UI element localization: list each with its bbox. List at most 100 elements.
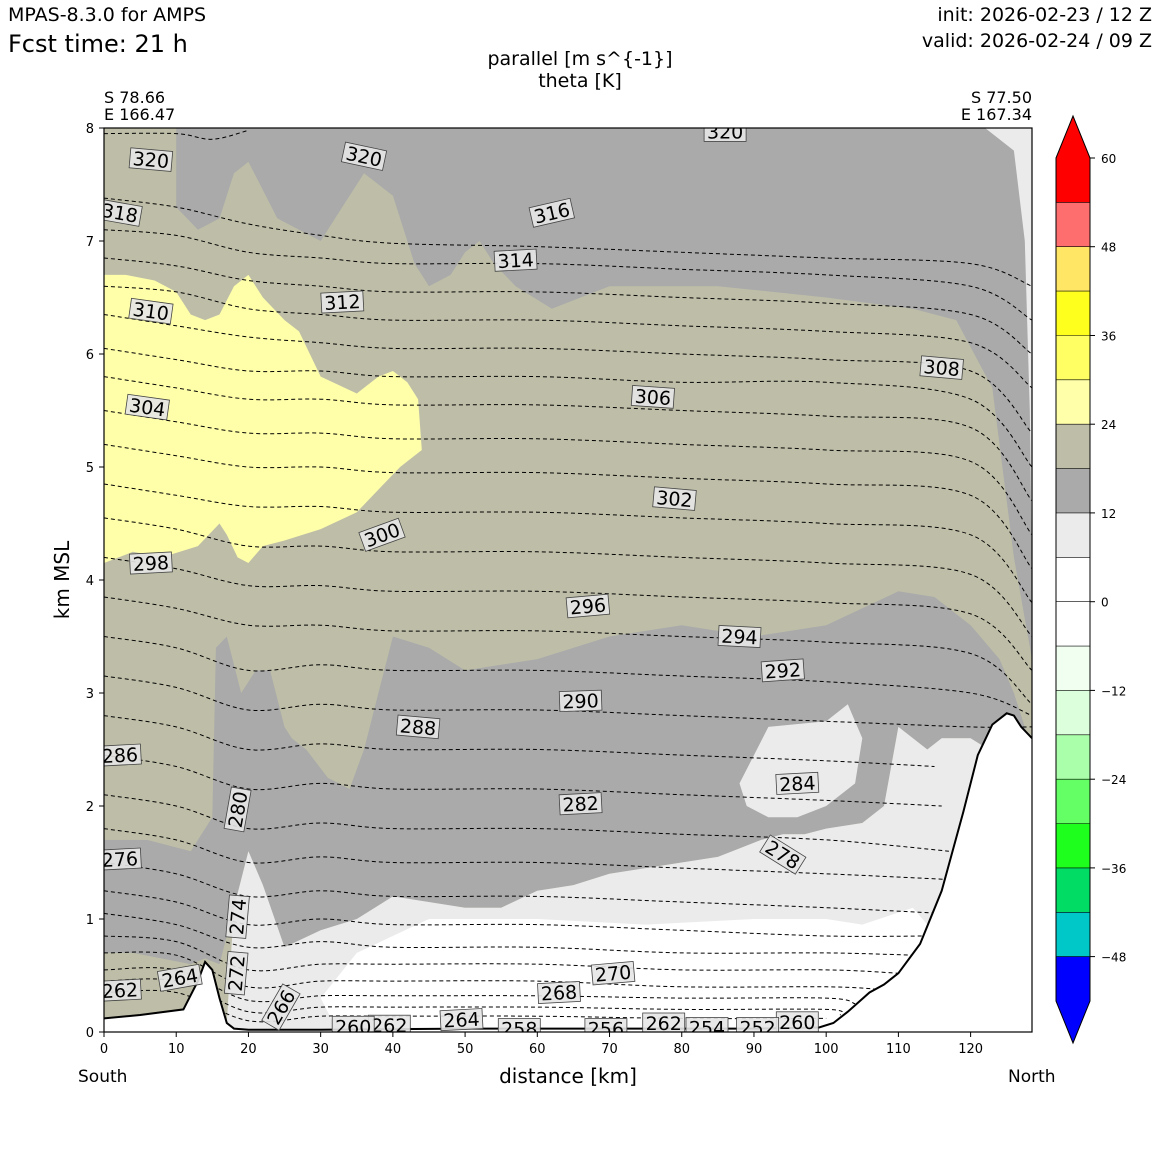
right-endpoint-lat: S 77.50 — [970, 88, 1032, 107]
contour-label-306-9: 306 — [630, 385, 675, 410]
colorbar-swatch-17 — [1056, 912, 1090, 957]
contour-label-286-19: 286 — [101, 743, 142, 768]
contour-label-text: 258 — [501, 1019, 537, 1041]
theta-contour-300 — [104, 483, 1032, 603]
contour-label-box — [558, 792, 603, 816]
contour-label-box — [717, 624, 762, 649]
contour-label-text: 260 — [335, 1016, 371, 1038]
x-tick-label-50: 50 — [457, 1042, 474, 1057]
colorbar-swatch-5 — [1056, 379, 1090, 425]
x-axis-label: distance [km] — [499, 1064, 637, 1088]
colorbar-tick-label-4: 12 — [1101, 507, 1116, 521]
contour-label-box — [104, 743, 142, 767]
contour-label-text: 260 — [779, 1012, 815, 1034]
contour-label-262-33: 262 — [367, 1014, 411, 1037]
contour-label-274-25: 274 — [225, 894, 251, 939]
colorbar-swatch-7 — [1056, 468, 1090, 514]
contour-label-text: 254 — [689, 1018, 725, 1040]
colorbar-under-arrow — [1056, 1001, 1090, 1043]
contour-label-text: 286 — [101, 744, 138, 768]
contour-label-box — [340, 141, 388, 171]
left-endpoint-lat: S 78.66 — [104, 88, 166, 107]
contour-label-294-15: 294 — [717, 624, 762, 649]
theta-contour-302 — [104, 443, 1032, 570]
contour-label-box — [642, 1012, 686, 1032]
colorbar-over-arrow — [1056, 116, 1090, 158]
colorbar-swatch-14 — [1056, 779, 1090, 824]
contour-label-282-21: 282 — [558, 792, 603, 817]
contour-label-text: 284 — [779, 772, 816, 796]
contour-label-254-39: 254 — [685, 1017, 729, 1040]
theta-contour-276 — [104, 912, 913, 956]
contour-label-284-20: 284 — [775, 771, 820, 796]
chart-title: parallel [m s^{-1}] — [487, 48, 673, 70]
contour-label-270-27: 270 — [590, 960, 636, 987]
theta-contour-314 — [104, 257, 1032, 355]
contour-label-box — [630, 385, 675, 409]
contour-label-276-24: 276 — [101, 847, 142, 872]
x-tick-label-60: 60 — [529, 1042, 546, 1057]
contour-label-260-36: 260 — [775, 1011, 819, 1034]
contour-label-256-38: 256 — [584, 1018, 628, 1041]
contour-label-310-7: 310 — [128, 297, 174, 326]
contour-label-box — [128, 147, 174, 172]
y-tick-label-2: 2 — [86, 800, 94, 815]
contour-label-298-13: 298 — [128, 551, 173, 576]
contour-label-box — [537, 980, 581, 1005]
wind-region-gray-upper — [176, 128, 1032, 660]
contour-label-text: 256 — [588, 1019, 624, 1041]
contour-label-text: 292 — [764, 659, 802, 683]
y-tick-label-7: 7 — [86, 235, 94, 250]
x-tick-label-100: 100 — [814, 1042, 839, 1057]
theta-contour-292 — [104, 636, 1032, 717]
contour-label-text: 276 — [101, 848, 138, 872]
colorbar-swatch-18 — [1056, 956, 1090, 1002]
contour-label-text: 262 — [371, 1015, 407, 1037]
contour-label-314-5: 314 — [493, 248, 538, 273]
contour-label-252-40: 252 — [736, 1017, 779, 1032]
theta-contour-272 — [104, 951, 877, 990]
colorbar-swatch-6 — [1056, 424, 1090, 469]
contour-label-box — [223, 950, 249, 996]
north-label: North — [1008, 1067, 1056, 1087]
colorbar-tick-label-0: 60 — [1101, 152, 1116, 166]
contour-label-box — [558, 689, 603, 713]
x-tick-label-40: 40 — [385, 1042, 402, 1057]
contour-label-304-10: 304 — [124, 393, 170, 422]
wind-region-light-gray-upper-right — [956, 128, 1032, 637]
y-tick-label-1: 1 — [86, 913, 94, 928]
contour-label-box — [225, 894, 250, 939]
contour-label-text: 274 — [226, 898, 251, 936]
theta-contour-278 — [104, 890, 928, 937]
contour-label-box — [156, 963, 203, 992]
contour-label-box — [652, 486, 697, 511]
contour-label-box — [104, 198, 143, 227]
right-endpoint-coords: S 77.50 E 167.34 — [961, 89, 1032, 123]
y-tick-label-8: 8 — [86, 122, 94, 137]
colorbar-tick-label-5: 0 — [1101, 596, 1109, 610]
x-tick-label-0: 0 — [100, 1042, 108, 1057]
contour-label-318-3: 318 — [104, 198, 143, 228]
model-title: MPAS-8.3.0 for AMPS — [8, 4, 207, 26]
contour-label-box — [223, 786, 252, 833]
contour-label-text: 296 — [569, 594, 607, 619]
contour-label-box — [124, 393, 170, 421]
contour-label-320-0: 320 — [128, 147, 174, 173]
contour-label-box — [919, 355, 964, 380]
y-tick-label-5: 5 — [86, 461, 94, 476]
contour-label-box — [703, 128, 747, 142]
colorbar-swatch-4 — [1056, 335, 1090, 381]
contour-label-box — [685, 1017, 729, 1032]
contour-label-box — [358, 517, 406, 552]
theta-contours — [104, 129, 1032, 1023]
terrain-line — [104, 712, 1032, 1031]
theta-contour-290 — [104, 675, 1032, 728]
x-tick-label-10: 10 — [168, 1042, 185, 1057]
contour-label-text: 282 — [562, 793, 599, 817]
x-tick-label-70: 70 — [601, 1042, 618, 1057]
theta-contour-310 — [104, 314, 1032, 434]
contour-label-288-18: 288 — [395, 714, 441, 740]
x-tick-label-20: 20 — [240, 1042, 257, 1057]
contour-label-text: 320 — [132, 148, 170, 173]
colorbar-swatch-0 — [1056, 158, 1090, 203]
